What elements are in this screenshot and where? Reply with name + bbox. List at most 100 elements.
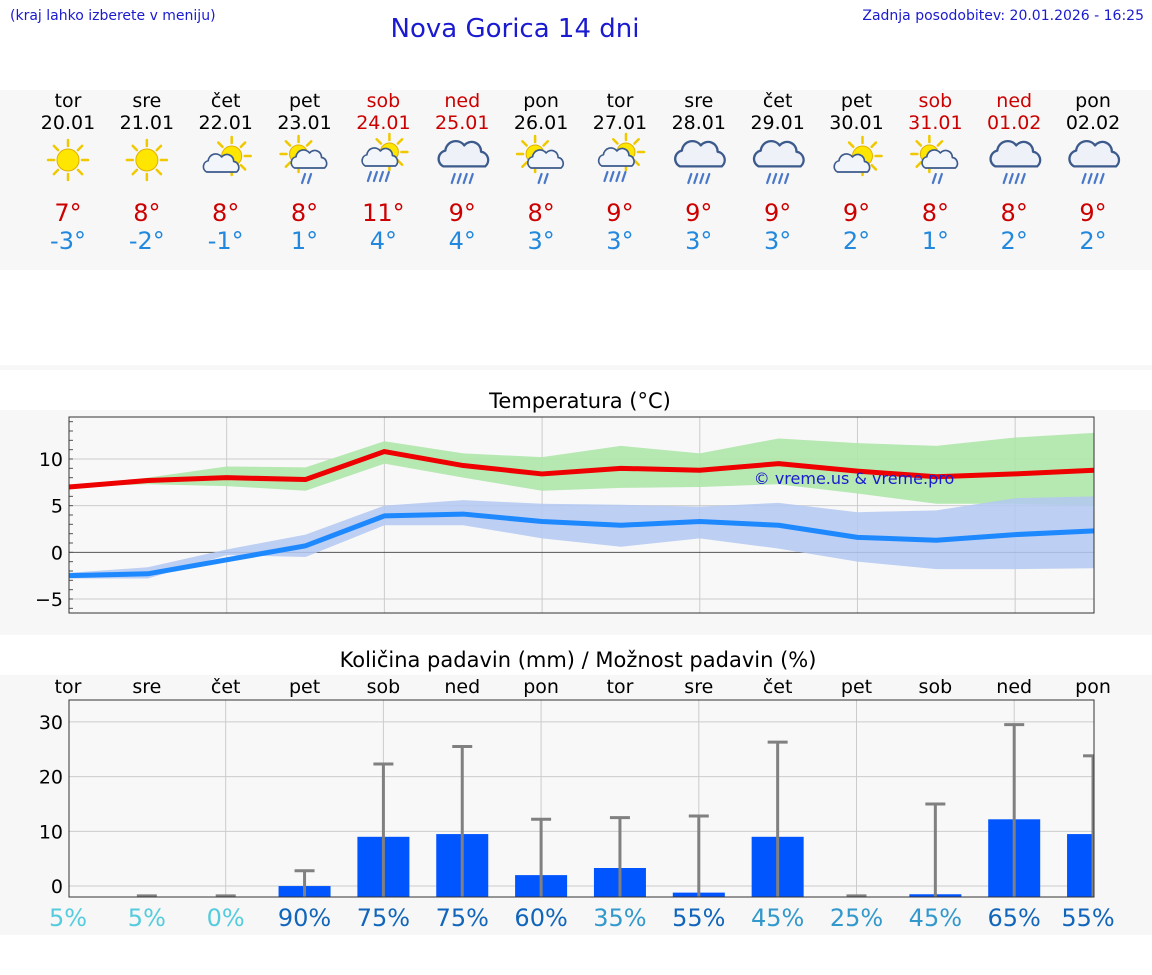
precipitation-day-label: ned xyxy=(996,676,1032,698)
precipitation-plot-frame xyxy=(68,699,1095,898)
day-date: 24.01 xyxy=(356,112,410,134)
min-temperature: 1° xyxy=(291,227,318,255)
max-temperature: 8° xyxy=(291,199,318,227)
temperature-y-tick-label: 10 xyxy=(39,449,63,471)
max-temperature: 8° xyxy=(133,199,160,227)
precipitation-probability: 90% xyxy=(278,904,331,932)
divider xyxy=(0,365,1152,370)
precipitation-day-label: čet xyxy=(763,676,793,698)
cloud-rain-icon xyxy=(752,139,805,185)
max-temperature: 9° xyxy=(843,199,870,227)
sun-cloud-rain-icon xyxy=(279,134,328,185)
day-date: 25.01 xyxy=(435,112,489,134)
day-of-week: sre xyxy=(684,90,713,112)
precipitation-probability: 5% xyxy=(49,904,87,932)
min-temperature: 4° xyxy=(370,227,397,255)
min-temperature: -1° xyxy=(208,227,244,255)
day-date: 26.01 xyxy=(514,112,568,134)
precipitation-y-tick-label: 30 xyxy=(39,712,63,734)
min-temperature: 3° xyxy=(685,227,712,255)
day-of-week: sob xyxy=(919,90,953,112)
precipitation-day-label: sob xyxy=(919,676,953,698)
precipitation-y-tick-label: 0 xyxy=(51,876,63,898)
max-temperature: 9° xyxy=(449,199,476,227)
precipitation-day-label: pet xyxy=(289,676,320,698)
min-temperature: -3° xyxy=(50,227,86,255)
precipitation-probability: 75% xyxy=(436,904,489,932)
precipitation-day-label: sre xyxy=(132,676,161,698)
max-temperature: 7° xyxy=(54,199,81,227)
day-of-week: ned xyxy=(996,90,1032,112)
sun-cloud-rain-icon xyxy=(910,134,959,185)
day-of-week: sob xyxy=(367,90,401,112)
sun-cloud-heavy-rain-icon xyxy=(361,132,409,183)
temperature-y-tick-label: −5 xyxy=(35,589,63,611)
sun-cloud-rain-icon xyxy=(515,134,564,185)
precipitation-day-label: čet xyxy=(211,676,241,698)
day-date: 27.01 xyxy=(593,112,647,134)
sun-cloud-heavy-rain-icon xyxy=(597,132,646,183)
max-temperature: 8° xyxy=(1001,199,1028,227)
min-temperature: -2° xyxy=(129,227,165,255)
max-temperature: 11° xyxy=(362,199,405,227)
min-temperature: 2° xyxy=(843,227,870,255)
precipitation-day-label: sre xyxy=(684,676,713,698)
day-date: 31.01 xyxy=(908,112,962,134)
precipitation-day-label: pon xyxy=(1075,676,1111,698)
precipitation-day-label: ned xyxy=(444,676,480,698)
day-date: 01.02 xyxy=(987,112,1041,134)
precipitation-chart: Količina padavin (mm) / Možnost padavin … xyxy=(39,648,1115,932)
max-temperature: 9° xyxy=(1079,199,1106,227)
precipitation-probability: 55% xyxy=(1061,904,1114,932)
min-temperature-line xyxy=(68,511,1095,579)
day-date: 29.01 xyxy=(750,112,804,134)
precipitation-probability: 60% xyxy=(514,904,567,932)
forecast-strip-background xyxy=(0,90,1152,270)
precipitation-probability: 75% xyxy=(357,904,410,932)
day-date: 22.01 xyxy=(198,112,252,134)
last-update: Zadnja posodobitev: 20.01.2026 - 16:25 xyxy=(862,8,1144,24)
temperature-y-tick-label: 0 xyxy=(51,542,63,564)
temperature-chart-title: Temperatura (°C) xyxy=(488,389,671,413)
cloud-rain-icon xyxy=(1068,139,1121,185)
day-of-week: pet xyxy=(289,90,320,112)
cloud-rain-icon xyxy=(674,139,726,185)
precipitation-probability: 0% xyxy=(207,904,245,932)
min-temperature: 3° xyxy=(764,227,791,255)
temperature-y-tick-label: 5 xyxy=(51,496,63,518)
day-date: 23.01 xyxy=(277,112,331,134)
partly-cloudy-icon xyxy=(833,135,883,177)
min-temperature: 4° xyxy=(449,227,476,255)
day-of-week: čet xyxy=(211,90,241,112)
min-temperature: 2° xyxy=(1001,227,1028,255)
day-of-week: čet xyxy=(763,90,793,112)
precipitation-day-label: tor xyxy=(607,676,634,698)
day-date: 30.01 xyxy=(829,112,883,134)
day-of-week: pet xyxy=(841,90,872,112)
precipitation-probability: 5% xyxy=(128,904,166,932)
min-temperature: 3° xyxy=(527,227,554,255)
min-temperature: 1° xyxy=(922,227,949,255)
day-of-week: sre xyxy=(132,90,161,112)
day-date: 02.02 xyxy=(1066,112,1120,134)
precipitation-plot-area xyxy=(69,700,1094,897)
sun-icon xyxy=(46,138,90,182)
min-temperature: 2° xyxy=(1079,227,1106,255)
cloud-rain-icon xyxy=(437,139,490,185)
min-temperature-band xyxy=(69,496,1094,579)
precipitation-probability: 35% xyxy=(593,904,646,932)
daily-forecast-strip: tor20.017°-3°sre21.018°-2°čet22.018°-1°p… xyxy=(41,90,1121,255)
cloud-rain-icon xyxy=(989,139,1042,185)
sun-icon xyxy=(125,138,169,182)
temperature-plot-frame xyxy=(68,416,1095,614)
precipitation-day-label: tor xyxy=(55,676,82,698)
